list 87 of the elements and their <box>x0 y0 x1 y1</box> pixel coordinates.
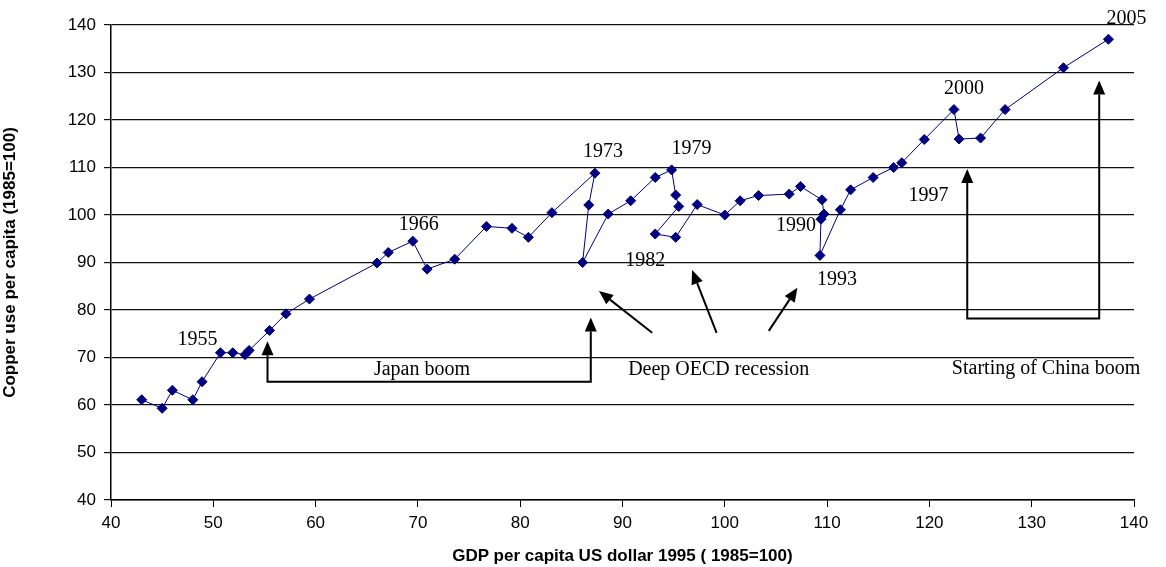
x-tick-label: 40 <box>101 512 121 532</box>
annotation: 2005 <box>1106 5 1147 28</box>
y-tick-label: 90 <box>77 252 96 272</box>
point <box>214 347 226 359</box>
x-tick-label: 110 <box>813 512 841 532</box>
point <box>691 199 703 211</box>
point <box>845 184 857 196</box>
point <box>670 189 682 201</box>
point <box>953 133 965 145</box>
y-tick-label: 100 <box>67 204 96 224</box>
point <box>187 394 199 406</box>
point <box>1102 33 1114 45</box>
point <box>480 220 492 232</box>
y-tick-label: 60 <box>77 394 96 414</box>
point <box>1057 62 1069 74</box>
point <box>975 132 987 144</box>
point <box>834 204 846 216</box>
y-tick-label: 40 <box>77 489 96 509</box>
point <box>371 257 383 269</box>
annotation: 1955 <box>177 327 218 349</box>
x-tick-label: 100 <box>710 512 739 532</box>
annotation: 1990 <box>775 213 816 236</box>
point <box>156 402 168 414</box>
annotation: Deep OECD recession <box>628 356 810 380</box>
annotation: 1979 <box>671 136 712 159</box>
y-axis-title: Copper use per capita (1985=100) <box>0 127 19 398</box>
point <box>896 157 908 169</box>
point <box>264 324 276 336</box>
point <box>577 257 589 268</box>
point <box>673 200 685 212</box>
point <box>136 394 148 406</box>
point <box>303 293 315 305</box>
annotation: Japan boom <box>373 356 471 380</box>
point <box>795 181 806 192</box>
annotation: 1966 <box>398 212 439 235</box>
y-tick-label: 130 <box>67 62 96 82</box>
x-tick-label: 60 <box>306 512 326 532</box>
y-tick-label: 140 <box>67 14 96 34</box>
x-tick-label: 90 <box>613 512 632 532</box>
point <box>625 195 637 207</box>
point <box>522 231 534 243</box>
x-tick-label: 130 <box>1017 512 1046 532</box>
y-tick-label: 80 <box>77 299 96 319</box>
point <box>583 199 595 211</box>
point <box>243 344 255 356</box>
point <box>814 249 826 261</box>
point <box>666 164 678 176</box>
y-tick-label: 70 <box>77 347 96 367</box>
x-tick-label: 120 <box>915 512 944 532</box>
point <box>918 133 930 145</box>
annotation: Starting of China boom <box>951 355 1141 379</box>
point <box>227 347 239 359</box>
point <box>382 247 394 259</box>
point <box>719 209 731 221</box>
point <box>816 194 828 206</box>
point <box>999 104 1011 116</box>
annotation: 2000 <box>943 75 984 98</box>
point <box>670 231 682 243</box>
y-tick-label: 110 <box>68 157 96 177</box>
x-tick-label: 50 <box>203 512 223 532</box>
point <box>589 167 601 179</box>
point <box>649 171 661 183</box>
point <box>407 235 419 247</box>
point <box>280 308 292 320</box>
x-tick-label: 80 <box>510 512 530 532</box>
y-tick-label: 50 <box>77 442 96 462</box>
point <box>649 228 661 240</box>
point <box>449 253 461 265</box>
point <box>867 171 879 183</box>
annotation: 1973 <box>582 139 623 162</box>
annotation: 1997 <box>908 182 949 205</box>
annotation: 1993 <box>816 266 857 289</box>
point <box>783 188 795 200</box>
x-tick-label: 140 <box>1119 512 1149 532</box>
point <box>166 384 178 396</box>
x-axis-title: GDP per capita US dollar 1995 ( 1985=100) <box>452 546 793 566</box>
point <box>734 195 746 207</box>
point <box>196 376 208 388</box>
point <box>546 207 558 219</box>
x-tick-label: 70 <box>408 512 428 532</box>
point <box>421 263 433 275</box>
y-tick-label: 120 <box>67 109 96 129</box>
point <box>753 190 765 202</box>
point <box>948 104 960 116</box>
point <box>602 208 614 220</box>
point <box>506 222 518 234</box>
point <box>888 162 900 173</box>
